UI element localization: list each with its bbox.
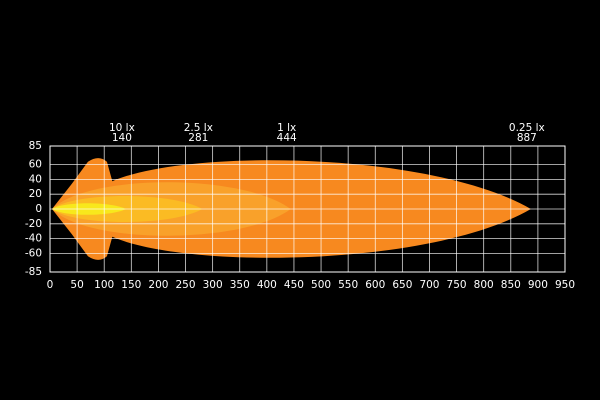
x-tick-label: 50 [70,279,83,291]
y-tick-label: -20 [25,218,42,230]
contour-distance: 140 [112,132,132,144]
plot-frame [49,145,566,273]
y-tick-label: 20 [29,188,42,200]
contour-distance: 444 [277,132,297,144]
x-tick-label: 150 [121,279,141,291]
y-tick-label: 60 [29,159,42,171]
y-tick-label: 85 [29,140,42,152]
contour-label: 0.25 lx [509,122,545,134]
y-tick-label: -40 [25,233,42,245]
x-tick-label: 400 [257,279,277,291]
contour-label: 10 lx [109,122,135,134]
x-tick-label: 500 [311,279,331,291]
x-tick-label: 450 [284,279,304,291]
y-tick-label: -60 [25,247,42,259]
x-tick-label: 550 [338,279,358,291]
x-tick-label: 0 [47,279,54,291]
x-tick-label: 250 [176,279,196,291]
x-tick-label: 700 [419,279,439,291]
x-tick-label: 900 [528,279,548,291]
contour-distance: 281 [188,132,208,144]
x-tick-label: 100 [94,279,114,291]
x-tick-label: 750 [447,279,467,291]
contour-label: 2.5 lx [184,122,213,134]
y-tick-label: 0 [35,203,42,215]
contour-label: 1 lx [277,122,296,134]
x-tick-label: 950 [555,279,575,291]
y-tick-label: 40 [29,173,42,185]
x-tick-label: 850 [501,279,521,291]
x-tick-label: 600 [365,279,385,291]
x-tick-label: 350 [230,279,250,291]
x-tick-label: 650 [392,279,412,291]
x-tick-label: 300 [203,279,223,291]
contour-distance: 887 [517,132,537,144]
x-tick-label: 200 [148,279,168,291]
x-tick-label: 800 [474,279,494,291]
y-tick-label: -85 [25,266,42,278]
